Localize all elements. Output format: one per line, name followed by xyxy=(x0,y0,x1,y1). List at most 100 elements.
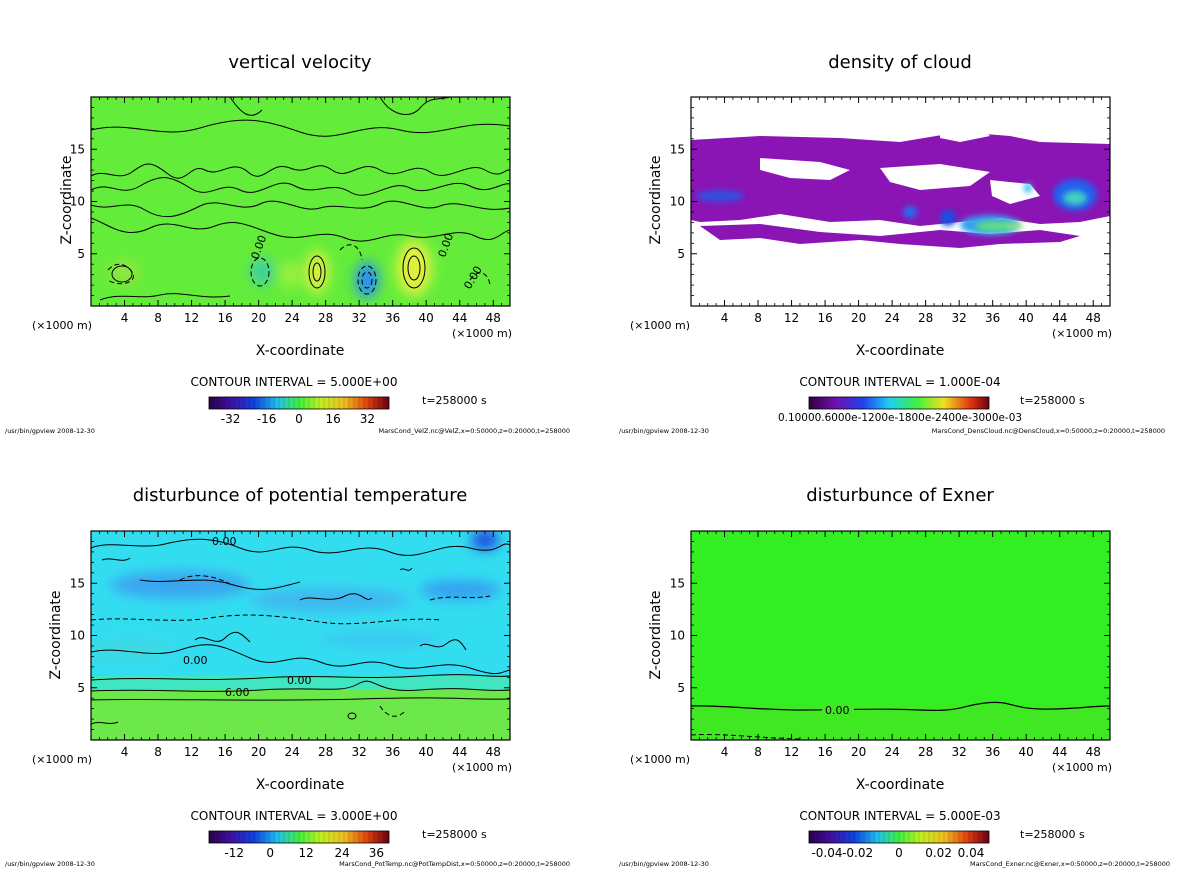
x-tick-label: 44 xyxy=(1052,745,1067,759)
x-tick-label: 20 xyxy=(851,745,866,759)
panel-potential-temperature: disturbunce of potential temperature xyxy=(5,485,570,868)
x-tick-label: 28 xyxy=(318,311,333,325)
plot-field xyxy=(691,97,1110,306)
colorbar-ticks: -12 0 12 24 36 xyxy=(213,831,385,860)
x-unit-right: (×1000 m) xyxy=(452,761,512,774)
time-label: t=258000 s xyxy=(1020,828,1085,841)
y-tick-label: 15 xyxy=(70,142,85,156)
y-tick-label: 10 xyxy=(70,195,85,209)
y-axis-label: Z-coordinate xyxy=(48,590,64,679)
x-tick-label: 48 xyxy=(486,311,501,325)
plot-field: 0.00 xyxy=(691,531,1110,740)
x-tick-label: 32 xyxy=(952,311,967,325)
colorbar-ticks: -32 -16 0 16 32 xyxy=(213,397,385,426)
footer-left: /usr/bin/gpview 2008-12-30 xyxy=(5,427,95,435)
colorbar-tick-label: 12 xyxy=(299,846,314,860)
time-label: t=258000 s xyxy=(422,828,487,841)
panel-vertical-velocity: vertical velocity xyxy=(5,52,570,435)
panel-density-of-cloud: density of cloud xyxy=(619,52,1165,435)
chart-title: density of cloud xyxy=(828,52,972,73)
chart-title: vertical velocity xyxy=(228,52,372,73)
x-tick-label: 48 xyxy=(1086,745,1101,759)
x-tick-label: 40 xyxy=(419,311,434,325)
x-unit-right: (×1000 m) xyxy=(452,327,512,340)
colorbar-tick-labels: 0.10000.6000e-1200e-1800e-2400e-3000e-03 xyxy=(778,411,1022,424)
x-unit-right: (×1000 m) xyxy=(1052,327,1112,340)
colorbar xyxy=(808,396,990,410)
y-tick-label: 10 xyxy=(70,629,85,643)
y-tick-label: 15 xyxy=(670,576,685,590)
chart-title: disturbunce of Exner xyxy=(806,485,994,506)
x-unit-right: (×1000 m) xyxy=(1052,761,1112,774)
colorbar-tick-label: 0 xyxy=(895,846,903,860)
x-tick-label: 4 xyxy=(121,745,129,759)
x-tick-label: 12 xyxy=(784,311,799,325)
x-tick-label: 12 xyxy=(784,745,799,759)
x-tick-label: 40 xyxy=(1019,311,1034,325)
contour-label: 0.00 xyxy=(183,654,208,667)
y-tick-label: 10 xyxy=(670,195,685,209)
x-axis-label: X-coordinate xyxy=(256,777,345,793)
y-tick-label: 5 xyxy=(677,681,685,695)
plot-field: 0.00 0.00 0.00 xyxy=(91,97,510,306)
x-tick-label: 48 xyxy=(486,745,501,759)
footer-right: MarsCond_DensCloud.nc@DensCloud,x=0:5000… xyxy=(932,427,1165,435)
x-tick-label: 32 xyxy=(352,745,367,759)
x-tick-label: 32 xyxy=(352,311,367,325)
contour-label: 6.00 xyxy=(225,686,250,699)
x-tick-label: 4 xyxy=(721,745,729,759)
x-unit-left: (×1000 m) xyxy=(630,319,690,332)
colorbar-tick-label: -32 xyxy=(221,412,241,426)
x-tick-label: 20 xyxy=(251,745,266,759)
x-tick-label: 48 xyxy=(1086,311,1101,325)
y-axis-label: Z-coordinate xyxy=(59,155,75,244)
colorbar-tick-label: 32 xyxy=(360,412,375,426)
colorbar-ticks: -0.04 -0.02 0 0.02 0.04 xyxy=(811,831,984,860)
x-tick-label: 36 xyxy=(385,311,400,325)
field-background xyxy=(91,97,510,306)
x-tick-label: 16 xyxy=(817,745,832,759)
x-tick-label: 24 xyxy=(284,311,299,325)
y-tick-label: 15 xyxy=(70,576,85,590)
x-tick-label: 16 xyxy=(217,311,232,325)
colorbar-tick-label: 36 xyxy=(369,846,384,860)
y-tick-label: 10 xyxy=(670,629,685,643)
x-tick-label: 24 xyxy=(884,311,899,325)
colorbar-tick-label: -0.04 xyxy=(811,846,842,860)
x-tick-label: 40 xyxy=(1019,745,1034,759)
x-tick-label: 8 xyxy=(154,311,162,325)
time-label: t=258000 s xyxy=(1020,394,1085,407)
x-tick-label: 16 xyxy=(817,311,832,325)
x-unit-left: (×1000 m) xyxy=(32,753,92,766)
x-tick-label: 36 xyxy=(985,311,1000,325)
contour-interval: CONTOUR INTERVAL = 5.000E+00 xyxy=(191,375,398,389)
x-tick-label: 36 xyxy=(985,745,1000,759)
x-tick-label: 24 xyxy=(284,745,299,759)
y-axis-label: Z-coordinate xyxy=(648,590,664,679)
x-tick-label: 4 xyxy=(721,311,729,325)
y-tick-label: 5 xyxy=(677,247,685,261)
panel-exner: disturbunce of Exner 0.00 4 8 12 16 20 24 28 32… xyxy=(619,485,1170,868)
x-unit-left: (×1000 m) xyxy=(630,753,690,766)
colorbar-tick-label: 0.02 xyxy=(925,846,952,860)
footer-left: /usr/bin/gpview 2008-12-30 xyxy=(5,860,95,868)
x-tick-label: 32 xyxy=(952,745,967,759)
y-tick-label: 15 xyxy=(670,142,685,156)
x-tick-label: 8 xyxy=(154,745,162,759)
colorbar-tick-label: 0.04 xyxy=(958,846,985,860)
contour-label: 0.00 xyxy=(825,704,850,717)
contour-interval: CONTOUR INTERVAL = 1.000E-04 xyxy=(799,375,1000,389)
x-tick-label: 28 xyxy=(318,745,333,759)
chart-title: disturbunce of potential temperature xyxy=(133,485,468,506)
x-tick-label: 4 xyxy=(121,311,129,325)
x-unit-left: (×1000 m) xyxy=(32,319,92,332)
x-tick-label: 8 xyxy=(754,745,762,759)
colorbar-tick-label: 0 xyxy=(295,412,303,426)
x-tick-label: 20 xyxy=(851,311,866,325)
x-tick-label: 16 xyxy=(217,745,232,759)
